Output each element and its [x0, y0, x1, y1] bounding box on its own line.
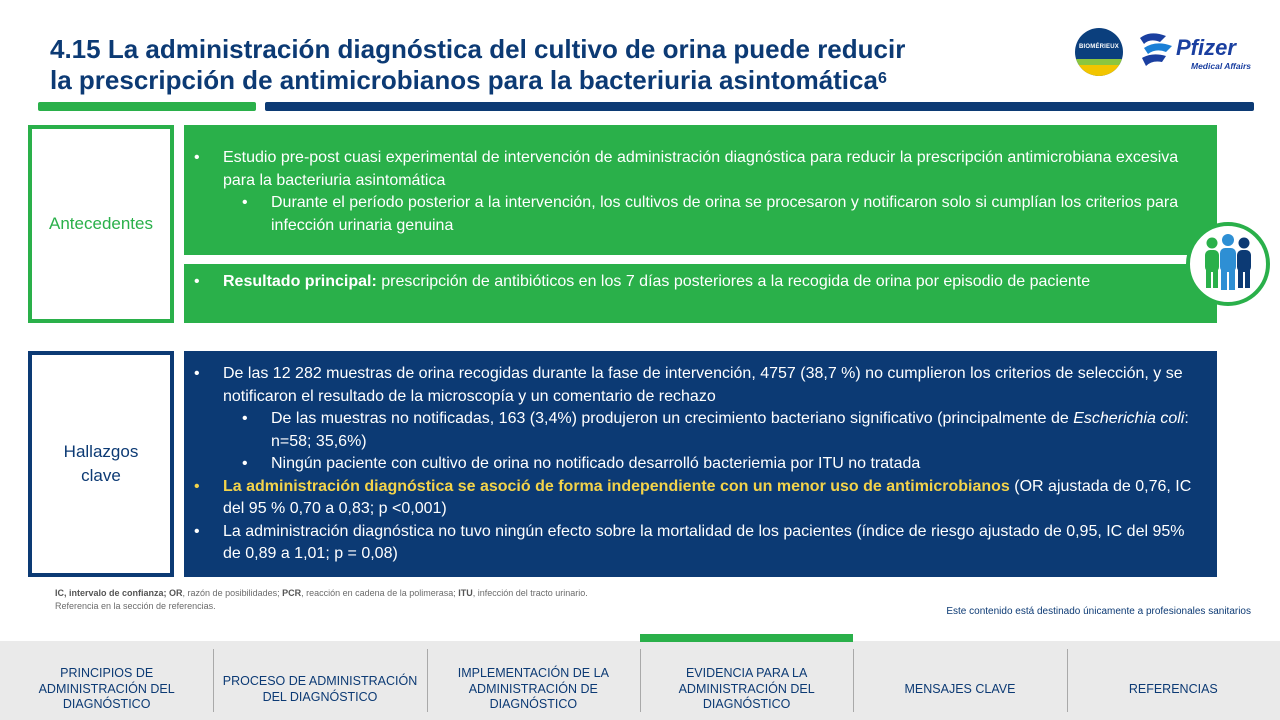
resultado-text: prescripción de antibióticos en los 7 dí…: [376, 273, 1091, 290]
hallazgos-panel: De las 12 282 muestras de orina recogida…: [184, 351, 1217, 577]
hallazgos-subbullet-1: De las muestras no notificadas, 163 (3,4…: [184, 408, 1203, 453]
nav-principios[interactable]: PRINCIPIOS DE ADMINISTRACIÓN DEL DIAGNÓS…: [38, 666, 175, 712]
antecedentes-bullet-1: Estudio pre-post cuasi experimental de i…: [184, 147, 1197, 192]
hallazgos-bullet-3: La administración diagnóstica no tuvo ni…: [184, 521, 1203, 566]
resultado-bullet: Resultado principal: prescripción de ant…: [184, 271, 1197, 294]
pfizer-mark-icon: [1140, 33, 1172, 66]
title-line1: 4.15 La administración diagnóstica del c…: [50, 34, 906, 64]
page-title: 4.15 La administración diagnóstica del c…: [50, 34, 1070, 96]
hallazgos-label-line1: Hallazgos: [63, 442, 139, 461]
nav-evidencia[interactable]: EVIDENCIA PARA LA ADMINISTRACIÓN DEL DIA…: [639, 634, 854, 720]
biomerieux-logo: BIOMÉRIEUX: [1075, 28, 1123, 76]
pfizer-wordmark: Pfizer: [1176, 35, 1236, 60]
footnote: IC, intervalo de confianza; OR, razón de…: [55, 587, 588, 613]
footnote-reference: Referencia en la sección de referencias.: [55, 601, 216, 611]
biomerieux-logo-text: BIOMÉRIEUX: [1078, 44, 1119, 50]
resultado-panel: Resultado principal: prescripción de ant…: [184, 264, 1217, 323]
antecedentes-label-text: Antecedentes: [49, 214, 153, 233]
hallazgos-sub1-b: : n=58; 35,6%): [271, 410, 1189, 450]
hallazgos-bullet-2: La administración diagnóstica se asoció …: [184, 476, 1203, 521]
audience-note: Este contenido está destinado únicamente…: [946, 606, 1251, 617]
resultado-bold: Resultado principal:: [223, 273, 377, 290]
hallazgos-label: Hallazgos clave: [28, 351, 174, 577]
people-group-icon: [1186, 222, 1270, 306]
nav-proceso[interactable]: PROCESO DE ADMINISTRACIÓN DEL DIAGNÓSTIC…: [213, 641, 426, 720]
title-line2: la prescripción de antimicrobianos para …: [50, 65, 878, 95]
hallazgos-subbullet-2: Ningún paciente con cultivo de orina no …: [184, 453, 1203, 476]
hallazgos-bullet-1: De las 12 282 muestras de orina recogida…: [184, 363, 1203, 408]
title-rule-blue: [265, 102, 1254, 111]
pfizer-subtitle: Medical Affairs: [1191, 61, 1251, 71]
antecedentes-label: Antecedentes: [28, 125, 174, 323]
nav-referencias[interactable]: REFERENCIAS: [1066, 641, 1280, 720]
antecedentes-subbullet-1: Durante el período posterior a la interv…: [184, 192, 1197, 237]
hallazgos-sub1-italic: Escherichia coli: [1073, 410, 1185, 427]
hallazgos-sub1-a: De las muestras no notificadas, 163 (3,4…: [271, 410, 1074, 427]
nav-implementacion[interactable]: IMPLEMENTACIÓN DE LA ADMINISTRACIÓN DE D…: [426, 641, 640, 720]
hallazgos-label-line2: clave: [81, 466, 121, 485]
title-ref: 6: [877, 70, 887, 87]
footnote-abbreviations: IC, intervalo de confianza; OR, razón de…: [55, 588, 588, 598]
bottom-navigation: PRINCIPIOS DE ADMINISTRACIÓN DEL DIAGNÓS…: [0, 634, 1280, 720]
nav-mensajes-clave[interactable]: MENSAJES CLAVE: [853, 641, 1066, 720]
people-icon-svg: [1205, 234, 1251, 290]
antecedentes-panel: Estudio pre-post cuasi experimental de i…: [184, 125, 1217, 255]
hallazgos-highlight: La administración diagnóstica se asoció …: [223, 477, 1010, 495]
hallazgos-bullet-2-rest: (OR ajustada de 0,76, IC del 95 % 0,70 a…: [223, 477, 1192, 518]
pfizer-logo: Pfizer Medical Affairs: [1136, 30, 1256, 74]
title-rule-green: [38, 102, 256, 111]
